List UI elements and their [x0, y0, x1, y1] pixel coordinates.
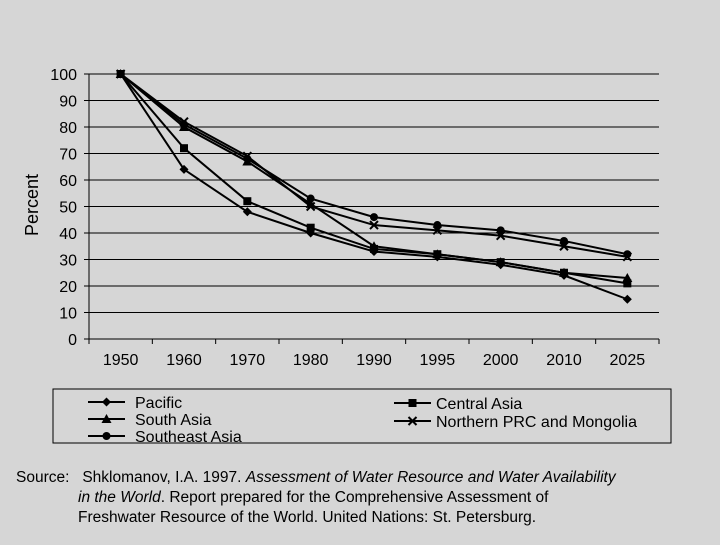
y-tick-label-100: 100 — [50, 67, 77, 84]
source-rest-line2: . Report prepared for the Comprehensive … — [160, 489, 549, 506]
y-tick-label-20: 20 — [59, 279, 77, 296]
point-central-asia-1990 — [370, 244, 378, 253]
point-central-asia-2025 — [623, 279, 632, 288]
point-pacific-1960 — [179, 164, 189, 174]
point-central-asia-2000 — [496, 258, 505, 267]
source-title-part2: in the World — [78, 489, 161, 506]
y-tick-label-50: 50 — [59, 200, 77, 217]
x-tick-label-1990: 1990 — [356, 352, 392, 369]
legend-marker-south-asia — [101, 414, 112, 423]
x-tick-label-1980: 1980 — [293, 352, 329, 369]
y-tick-label-40: 40 — [59, 226, 77, 243]
point-northern-prc-and-mongolia-1970 — [242, 151, 253, 161]
gridlines — [89, 73, 659, 313]
point-southeast-asia-1990 — [370, 213, 378, 222]
source-citation: Source: Shklomanov, I.A. 1997. Assessmen… — [16, 468, 716, 528]
x-tick-label-1970: 1970 — [230, 352, 266, 369]
series-lines — [115, 69, 633, 304]
point-northern-prc-and-mongolia-1990 — [369, 220, 379, 230]
point-central-asia-1960 — [180, 144, 188, 153]
y-tick-label-0: 0 — [68, 332, 77, 349]
source-line-3: Freshwater Resource of the World. United… — [16, 508, 716, 528]
legend-label-pacific: Pacific — [135, 395, 182, 412]
point-northern-prc-and-mongolia-1960 — [179, 116, 189, 127]
series-line-pacific — [119, 73, 628, 301]
legend-marker-northern-prc-and-mongolia — [407, 416, 418, 426]
y-tick-label-10: 10 — [59, 306, 77, 323]
legend-label-southeast-asia: Southeast Asia — [135, 429, 242, 446]
point-central-asia-1980 — [306, 223, 315, 232]
point-northern-prc-and-mongolia-2010 — [559, 241, 569, 251]
y-tick-label-70: 70 — [59, 147, 77, 164]
legend-marker-pacific — [102, 397, 111, 407]
legend-marker-central-asia — [408, 399, 417, 407]
legend-box — [52, 388, 672, 444]
y-axis-label: Percent — [22, 174, 42, 236]
legend-marker-southeast-asia — [102, 432, 111, 440]
point-southeast-asia-1980 — [306, 194, 315, 203]
point-northern-prc-and-mongolia-2025 — [622, 252, 633, 262]
point-pacific-2025 — [622, 294, 632, 304]
point-pacific-1970 — [242, 207, 252, 217]
point-central-asia-2010 — [560, 268, 568, 277]
point-northern-prc-and-mongolia-1995 — [432, 225, 443, 236]
source-line-2: in the World. Report prepared for the Co… — [16, 488, 716, 508]
line-chart: 0 10 20 30 40 50 60 70 80 90 100 1950 1960 1970 1980 19… — [22, 67, 672, 446]
legend-label-northern-prc-and-mongolia: Northern PRC and Mongolia — [436, 414, 637, 431]
x-tick-label-2025: 2025 — [610, 352, 646, 369]
y-tick-label-60: 60 — [59, 173, 77, 190]
source-label: Source: — [16, 469, 70, 486]
source-line-1: Source: Shklomanov, I.A. 1997. Assessmen… — [16, 468, 716, 488]
point-northern-prc-and-mongolia-2000 — [495, 230, 506, 241]
x-tick-label-1950: 1950 — [103, 352, 139, 369]
x-tick-label-1995: 1995 — [420, 352, 456, 369]
x-tick-label-1960: 1960 — [166, 352, 202, 369]
point-central-asia-1995 — [433, 250, 442, 259]
legend-label-central-asia: Central Asia — [436, 396, 522, 413]
axes: 0 10 20 30 40 50 60 70 80 90 100 1950 1960 1970 1980 19… — [50, 67, 660, 369]
y-tick-label-90: 90 — [59, 94, 77, 111]
x-tick-label-2000: 2000 — [483, 352, 519, 369]
legend-label-south-asia: South Asia — [135, 412, 212, 429]
series-line-northern-prc-and-mongolia — [120, 73, 628, 258]
source-title-part1: Assessment of Water Resource and Water A… — [245, 469, 616, 486]
source-author: Shklomanov, I.A. 1997. — [82, 469, 242, 486]
y-tick-label-80: 80 — [59, 120, 77, 137]
point-northern-prc-and-mongolia-1980 — [305, 201, 316, 212]
source-line-3-text: Freshwater Resource of the World. United… — [78, 509, 537, 526]
point-northern-prc-and-mongolia-1950 — [115, 69, 126, 79]
series-line-southeast-asia — [120, 73, 628, 256]
y-tick-label-30: 30 — [59, 253, 77, 270]
x-tick-label-2010: 2010 — [546, 352, 582, 369]
point-central-asia-1970 — [243, 197, 252, 206]
